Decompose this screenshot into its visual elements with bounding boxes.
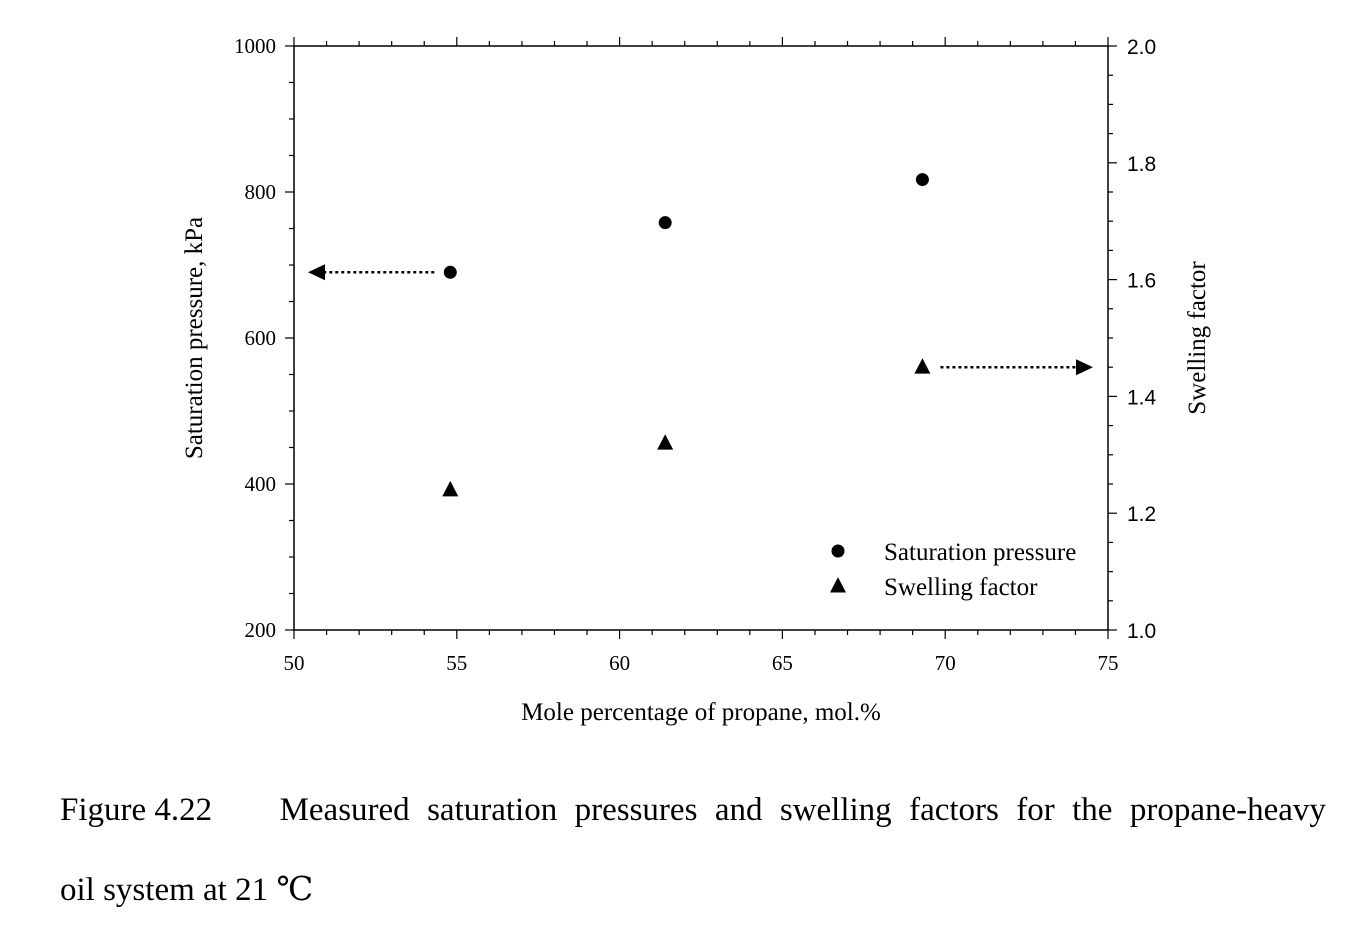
x-tick-label: 70 — [935, 651, 956, 675]
caption-word: pressures — [574, 792, 698, 828]
y-right-tick-label: 1.6 — [1127, 270, 1156, 293]
y-left-tick-label: 200 — [245, 618, 277, 642]
y-axis-right-label: Swelling factor — [1184, 261, 1211, 415]
y-right-tick-label: 1.8 — [1127, 153, 1156, 176]
caption-word: for — [1016, 792, 1055, 828]
swelling-factor-point — [914, 358, 931, 374]
saturation-pressure-point — [915, 173, 929, 187]
legend-triangle-marker — [830, 577, 846, 593]
caption-line-2: oil system at 21 ℃ — [60, 872, 314, 908]
chart-legend: Saturation pressure Swelling factor — [830, 539, 1076, 601]
x-tick-label: 75 — [1098, 651, 1119, 675]
x-tick-label: 60 — [609, 651, 630, 675]
y-axis-left-label: Saturation pressure, kPa — [181, 217, 208, 459]
x-tick-label: 50 — [284, 651, 305, 675]
swelling-factor-point — [657, 434, 674, 450]
figure-number: Figure 4.22 — [60, 792, 213, 828]
saturation-pressure-point — [443, 265, 457, 279]
x-tick-label: 55 — [446, 651, 467, 675]
caption-word: the — [1072, 792, 1113, 828]
y-right-tick-label: 1.2 — [1127, 503, 1156, 526]
chart-tick-labels: 50 55 60 65 70 75 200 400 600 800 1000 1.0 1.2 1.4 1.6… — [234, 34, 1157, 675]
y-left-tick-label: 800 — [245, 180, 277, 204]
caption-line-1: Figure 4.22 Measured saturation pressures a… — [60, 770, 1326, 850]
caption-word: saturation — [427, 792, 558, 828]
x-tick-label: 65 — [772, 651, 793, 675]
left-arrow-head — [308, 264, 325, 281]
legend-label: Saturation pressure — [884, 539, 1076, 566]
y-left-tick-label: 600 — [245, 326, 277, 350]
chart-ticks — [285, 37, 1117, 639]
y-right-tick-label: 2.0 — [1127, 36, 1156, 59]
y-right-tick-label: 1.4 — [1127, 386, 1157, 409]
legend-label: Swelling factor — [884, 574, 1038, 601]
caption-word: Measured — [279, 792, 410, 828]
caption-word: propane-heavy — [1129, 792, 1326, 828]
caption-word: swelling — [779, 792, 892, 828]
figure-caption: Figure 4.22 Measured saturation pressures a… — [60, 770, 1326, 930]
y-left-tick-label: 400 — [245, 472, 277, 496]
swelling-factor-point — [442, 480, 459, 497]
x-axis-label: Mole percentage of propane, mol.% — [521, 699, 881, 726]
axis-indicator-arrows — [308, 264, 1093, 376]
legend-circle-marker — [831, 544, 845, 558]
dual-axis-scatter-chart: 50 55 60 65 70 75 200 400 600 800 1000 1.0 1.2 1.4 1.6… — [181, 34, 1211, 726]
saturation-pressure-point — [658, 216, 672, 230]
chart-data-marks — [442, 173, 931, 497]
caption-word: factors — [909, 792, 999, 828]
y-left-tick-label: 1000 — [234, 34, 276, 58]
right-arrow-head — [1076, 359, 1093, 376]
y-right-tick-label: 1.0 — [1127, 620, 1156, 643]
caption-word: and — [714, 792, 763, 828]
